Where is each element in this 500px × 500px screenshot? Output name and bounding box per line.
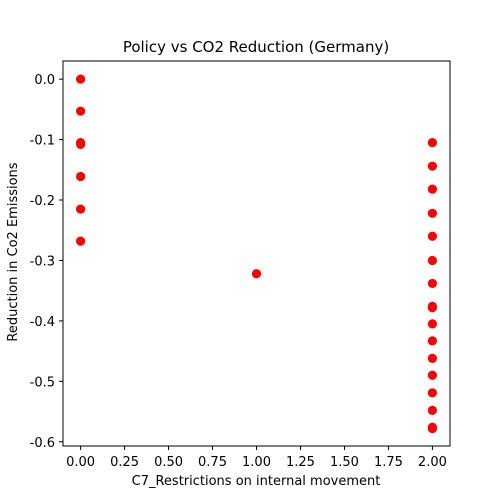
data-point — [427, 255, 438, 266]
y-tick-label: -0.6 — [30, 436, 55, 451]
data-point — [427, 370, 438, 380]
data-point — [75, 236, 86, 246]
data-point — [427, 405, 438, 415]
y-axis-label: Reduction in Co2 Emissions — [6, 162, 21, 341]
data-point — [427, 161, 438, 171]
x-tick-label: 0.50 — [154, 455, 183, 470]
y-tick-label: -0.1 — [30, 134, 55, 149]
data-point — [75, 204, 86, 214]
data-point — [75, 139, 86, 150]
data-point — [427, 388, 438, 398]
chart-title: Policy vs CO2 Reduction (Germany) — [123, 38, 389, 56]
x-axis-ticks: 0.00 0.25 0.50 0.75 1.00 1.25 1.50 1.75 2.00 — [66, 446, 447, 470]
y-tick-label: -0.2 — [30, 194, 55, 209]
y-tick-label: 0.0 — [34, 73, 55, 88]
x-tick-label: 1.50 — [330, 455, 359, 470]
plot-area — [62, 60, 451, 447]
x-tick-label: 1.75 — [374, 455, 403, 470]
data-point — [427, 336, 438, 346]
y-axis-ticks: 0.0 -0.1 -0.2 -0.3 -0.4 -0.5 -0.6 — [30, 73, 63, 451]
x-axis-label: C7_Restrictions on internal movement — [132, 474, 381, 489]
y-tick-label: -0.3 — [30, 254, 55, 269]
x-tick-label: 2.00 — [418, 455, 447, 470]
data-point — [427, 137, 438, 148]
data-point — [251, 269, 262, 279]
data-point — [75, 171, 86, 182]
data-point — [75, 74, 86, 84]
data-point — [427, 319, 438, 329]
data-point — [427, 353, 438, 363]
data-point — [75, 106, 86, 116]
x-tick-label: 0.00 — [66, 455, 95, 470]
data-point — [427, 231, 438, 241]
x-tick-label: 0.25 — [110, 455, 139, 470]
plot-frame — [62, 60, 451, 447]
y-tick-label: -0.4 — [30, 315, 55, 330]
data-point — [427, 278, 438, 289]
data-point — [427, 423, 438, 434]
x-tick-label: 1.25 — [286, 455, 315, 470]
x-tick-label: 1.00 — [242, 455, 271, 470]
data-point — [427, 302, 438, 313]
x-tick-label: 0.75 — [198, 455, 227, 470]
data-point — [427, 208, 438, 218]
data-point — [427, 184, 438, 194]
y-tick-label: -0.5 — [30, 375, 55, 390]
